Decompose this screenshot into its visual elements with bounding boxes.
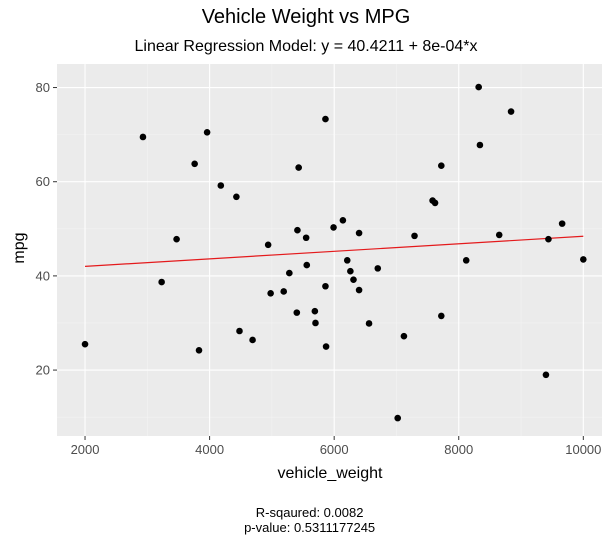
data-point bbox=[236, 327, 243, 335]
plot-panel bbox=[57, 64, 602, 436]
data-point bbox=[495, 231, 503, 239]
data-point bbox=[355, 286, 363, 294]
y-tick-label: 40 bbox=[36, 268, 50, 283]
y-tick-label: 80 bbox=[36, 80, 50, 95]
regression-line bbox=[84, 235, 584, 267]
data-point bbox=[347, 267, 354, 275]
model-stats: R-sqaured: 0.0082 p-value: 0.5311177245 bbox=[0, 490, 612, 535]
data-point bbox=[400, 332, 408, 340]
data-point bbox=[394, 414, 402, 422]
x-tick-label: 8000 bbox=[444, 442, 473, 457]
data-point bbox=[411, 232, 418, 240]
data-point bbox=[203, 128, 211, 136]
data-point bbox=[355, 229, 363, 237]
data-point bbox=[330, 224, 337, 231]
data-point bbox=[264, 241, 272, 249]
data-point bbox=[217, 182, 225, 189]
data-point bbox=[475, 83, 482, 91]
data-point bbox=[286, 269, 293, 277]
chart-title: Vehicle Weight vs MPG bbox=[201, 6, 411, 28]
data-point bbox=[350, 276, 357, 283]
data-point bbox=[233, 193, 240, 201]
x-axis-label: vehicle_weight bbox=[278, 465, 384, 482]
data-point bbox=[303, 261, 311, 269]
x-tick-label: 6000 bbox=[320, 442, 349, 457]
data-point bbox=[249, 336, 256, 344]
data-point bbox=[280, 288, 288, 295]
minor-gridlines bbox=[57, 64, 602, 436]
r-squared-text: R-sqaured: 0.0082 bbox=[255, 505, 364, 520]
p-value-text: p-value: 0.5311177245 bbox=[244, 520, 376, 535]
data-point bbox=[267, 290, 274, 297]
major-gridlines bbox=[57, 64, 602, 436]
data-point bbox=[438, 312, 445, 320]
data-point bbox=[312, 319, 319, 327]
x-tick-label: 2000 bbox=[71, 442, 100, 457]
data-point bbox=[295, 164, 302, 171]
data-point bbox=[173, 235, 180, 243]
data-point bbox=[158, 278, 165, 286]
data-point bbox=[311, 307, 319, 315]
x-tick-label: 4000 bbox=[195, 442, 224, 457]
data-point bbox=[507, 108, 515, 115]
data-point bbox=[476, 141, 484, 149]
data-point bbox=[322, 115, 329, 123]
data-point bbox=[322, 343, 330, 350]
data-point bbox=[365, 320, 373, 327]
points-layer bbox=[81, 83, 587, 422]
y-tick-label: 20 bbox=[36, 363, 50, 378]
data-point bbox=[195, 346, 203, 354]
data-point bbox=[293, 309, 301, 316]
data-point bbox=[294, 226, 301, 234]
data-point bbox=[302, 234, 310, 242]
data-point bbox=[191, 160, 198, 168]
y-tick-label: 60 bbox=[36, 174, 50, 189]
data-point bbox=[322, 282, 329, 290]
data-point bbox=[81, 340, 89, 348]
x-tick-label: 10000 bbox=[565, 442, 601, 457]
data-point bbox=[545, 235, 552, 243]
y-axis-label: mpg bbox=[11, 232, 28, 263]
chart-subtitle: Linear Regression Model: y = 40.4211 + 8… bbox=[134, 38, 478, 55]
regression-layer bbox=[84, 235, 584, 267]
data-point bbox=[462, 257, 470, 264]
scatter-plot: 2000 4000 6000 8000 10000 20 40 60 80 vehicle_we… bbox=[11, 64, 602, 482]
data-point bbox=[374, 265, 382, 272]
data-point bbox=[339, 217, 347, 224]
data-point bbox=[558, 220, 566, 227]
data-point bbox=[542, 371, 550, 379]
data-point bbox=[580, 256, 587, 263]
data-point bbox=[431, 199, 439, 207]
data-point bbox=[438, 162, 445, 170]
axes-layer: 2000 4000 6000 8000 10000 20 40 60 80 bbox=[36, 80, 602, 457]
data-point bbox=[139, 133, 147, 141]
data-point bbox=[343, 257, 351, 264]
